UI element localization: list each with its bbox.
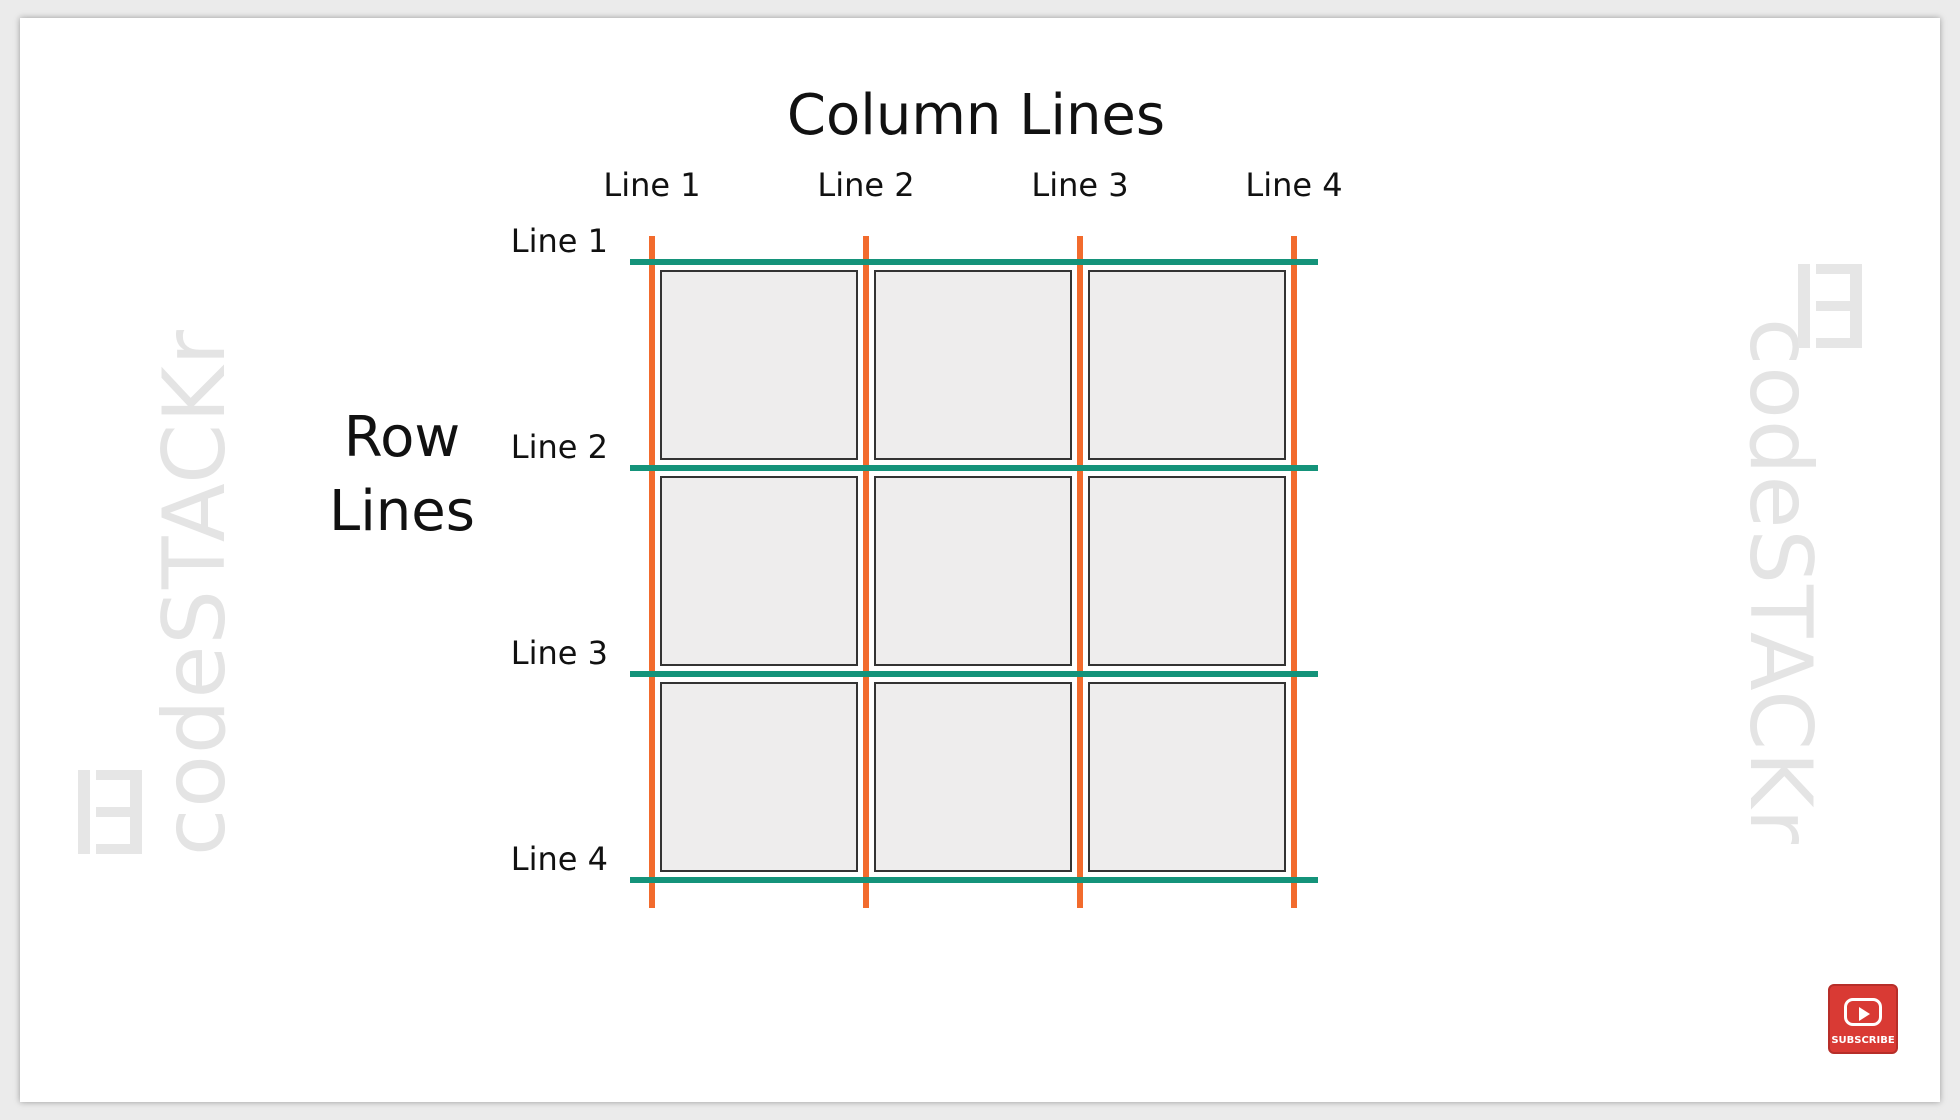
column-line-label: Line 1 — [603, 166, 700, 204]
grid-cells — [660, 270, 1286, 872]
diagram-title: Column Lines — [787, 83, 1165, 148]
column-line-label: Line 3 — [1031, 166, 1128, 204]
grid-cell — [660, 682, 858, 872]
row-lines-title-line1: Row — [344, 405, 460, 470]
grid-cell — [1088, 682, 1286, 872]
grid-cell — [874, 682, 1072, 872]
codestackr-logo-icon — [78, 770, 142, 854]
grid-cell — [1088, 476, 1286, 666]
row-line-label: Line 1 — [511, 222, 608, 260]
row-line-label: Line 4 — [511, 840, 608, 878]
grid-lines-diagram: Column Lines Row Lines Line 1 Line 2 Lin… — [329, 83, 1343, 908]
row-line-label: Line 3 — [511, 634, 608, 672]
youtube-play-icon — [1844, 998, 1882, 1026]
column-line-label: Line 2 — [817, 166, 914, 204]
grid-cell — [660, 270, 858, 460]
grid-cell — [874, 270, 1072, 460]
slide-frame: codeSTACKr codeSTACKr Column Lines Row L… — [20, 18, 1940, 1102]
row-lines — [630, 259, 1318, 883]
column-lines — [649, 236, 1297, 908]
row-lines-title-line2: Lines — [329, 479, 475, 544]
grid-cell — [874, 476, 1072, 666]
grid-cell — [1088, 270, 1286, 460]
grid-cell — [660, 476, 858, 666]
subscribe-button[interactable]: SUBSCRIBE — [1828, 984, 1898, 1054]
row-line-labels: Line 1 Line 2 Line 3 Line 4 — [511, 222, 608, 878]
row-line-label: Line 2 — [511, 428, 608, 466]
codestackr-logo-icon — [1798, 264, 1862, 348]
column-line-labels: Line 1 Line 2 Line 3 Line 4 — [603, 166, 1342, 204]
column-line-label: Line 4 — [1245, 166, 1342, 204]
subscribe-label: SUBSCRIBE — [1831, 1035, 1895, 1046]
